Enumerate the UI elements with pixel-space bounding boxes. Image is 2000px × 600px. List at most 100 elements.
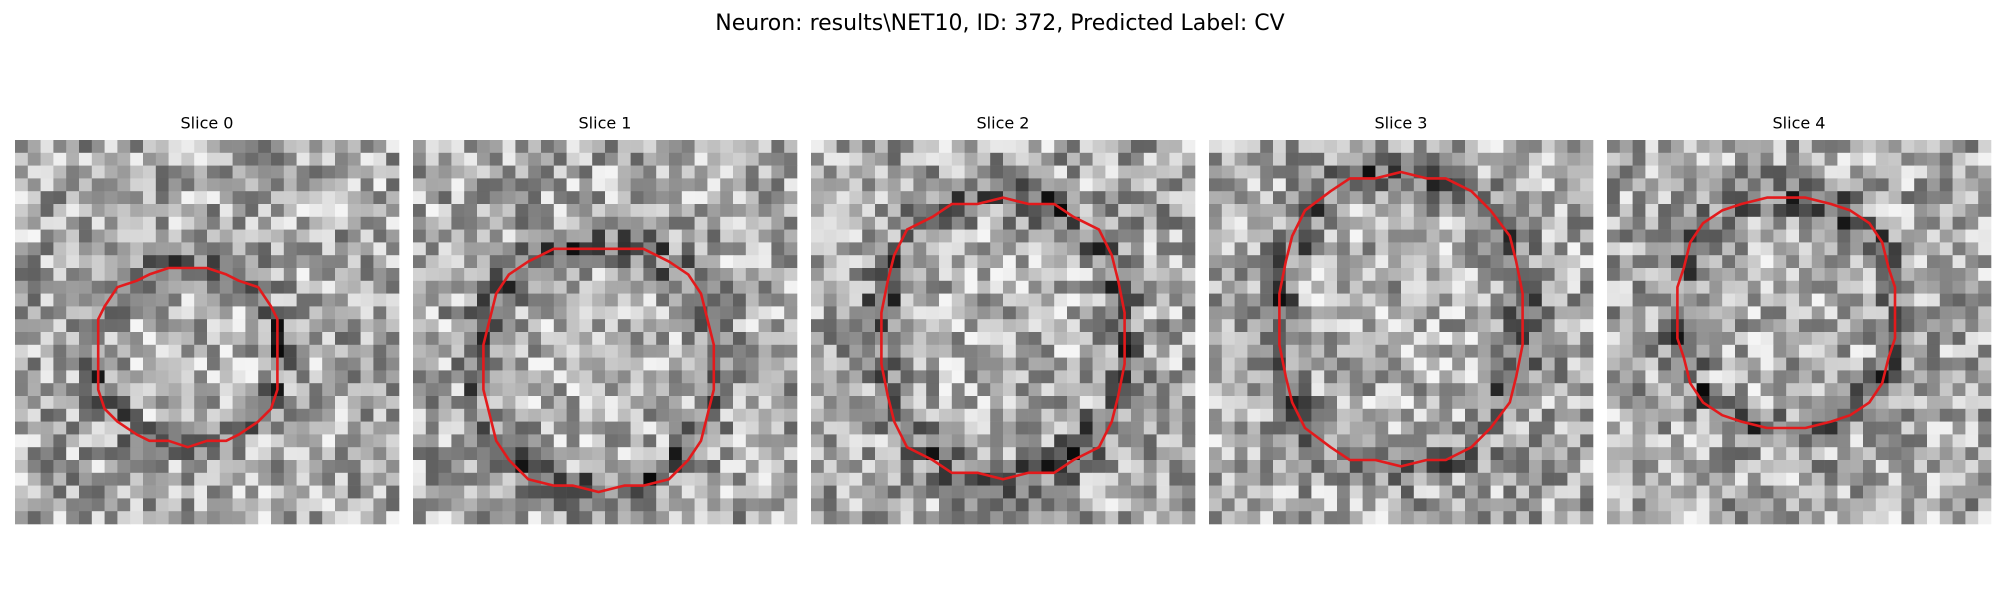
- pixel: [630, 485, 644, 499]
- pixel: [194, 383, 208, 397]
- pixel: [438, 319, 452, 333]
- panel-title: Slice 4: [1773, 114, 1826, 133]
- pixel: [91, 447, 105, 461]
- pixel: [1580, 178, 1594, 192]
- pixel: [784, 140, 798, 154]
- pixel: [1580, 140, 1594, 154]
- pixel: [464, 332, 478, 346]
- pixel: [1516, 191, 1530, 205]
- pixel: [168, 178, 182, 192]
- pixel: [1131, 434, 1145, 448]
- pixel: [1824, 344, 1838, 358]
- pixel: [386, 229, 400, 243]
- pixel: [528, 165, 542, 179]
- pixel: [1978, 280, 1992, 294]
- pixel: [1824, 357, 1838, 371]
- pixel: [207, 421, 221, 435]
- pixel: [1811, 242, 1825, 256]
- pixel: [1914, 511, 1928, 525]
- pixel: [758, 216, 772, 230]
- pixel: [1388, 396, 1402, 410]
- pixel: [1079, 370, 1093, 384]
- pixel: [1067, 396, 1081, 410]
- pixel: [386, 165, 400, 179]
- pixel: [1888, 229, 1902, 243]
- pixel: [1105, 204, 1119, 218]
- pixel: [1143, 447, 1157, 461]
- pixel: [1067, 498, 1081, 512]
- pixel: [1696, 357, 1710, 371]
- pixel: [1952, 370, 1966, 384]
- pixel: [1169, 280, 1183, 294]
- pixel: [1709, 242, 1723, 256]
- pixel: [219, 229, 233, 243]
- pixel: [1298, 485, 1312, 499]
- pixel: [1541, 383, 1555, 397]
- pixel: [219, 485, 233, 499]
- pixel: [283, 306, 297, 320]
- pixel: [1041, 268, 1055, 282]
- pixel: [1824, 383, 1838, 397]
- pixel: [451, 447, 465, 461]
- pixel: [386, 255, 400, 269]
- pixel: [360, 229, 374, 243]
- pixel: [566, 370, 580, 384]
- pixel: [1607, 255, 1621, 269]
- pixel: [1927, 216, 1941, 230]
- pixel: [489, 178, 503, 192]
- pixel: [1003, 447, 1017, 461]
- pixel: [1413, 434, 1427, 448]
- pixel: [464, 165, 478, 179]
- pixel: [1773, 485, 1787, 499]
- pixel: [1863, 255, 1877, 269]
- pixel: [1182, 242, 1196, 256]
- pixel: [1619, 242, 1633, 256]
- pixel: [1607, 204, 1621, 218]
- pixel: [1541, 280, 1555, 294]
- pixel: [1388, 357, 1402, 371]
- pixel: [1143, 280, 1157, 294]
- pixel: [1554, 396, 1568, 410]
- pixel: [1735, 242, 1749, 256]
- pixel: [1607, 396, 1621, 410]
- pixel: [335, 306, 349, 320]
- pixel: [1465, 472, 1479, 486]
- pixel: [386, 472, 400, 486]
- pixel: [322, 306, 336, 320]
- pixel: [1003, 242, 1017, 256]
- pixel: [1105, 332, 1119, 346]
- pixel: [887, 383, 901, 397]
- pixel: [347, 332, 361, 346]
- pixel: [1156, 383, 1170, 397]
- pixel: [1375, 498, 1389, 512]
- pixel: [1015, 421, 1029, 435]
- pixel: [117, 408, 131, 422]
- pixel: [1503, 268, 1517, 282]
- pixel: [1131, 344, 1145, 358]
- pixel: [1683, 434, 1697, 448]
- pixel: [1747, 498, 1761, 512]
- pixel: [117, 319, 131, 333]
- pixel: [232, 306, 246, 320]
- pixel: [1735, 408, 1749, 422]
- pixel: [438, 511, 452, 525]
- pixel: [1837, 216, 1851, 230]
- pixel: [1799, 511, 1813, 525]
- pixel: [104, 332, 118, 346]
- pixel: [951, 293, 965, 307]
- pixel: [1722, 332, 1736, 346]
- pixel: [1439, 460, 1453, 474]
- pixel: [489, 268, 503, 282]
- pixel: [1850, 255, 1864, 269]
- pixel: [1426, 306, 1440, 320]
- pixel: [1439, 242, 1453, 256]
- pixel: [104, 306, 118, 320]
- pixel: [1273, 472, 1287, 486]
- pixel: [1439, 280, 1453, 294]
- pixel: [1773, 396, 1787, 410]
- pixel: [1131, 293, 1145, 307]
- pixel: [309, 498, 323, 512]
- pixel: [1169, 191, 1183, 205]
- pixel: [913, 485, 927, 499]
- pixel: [541, 460, 555, 474]
